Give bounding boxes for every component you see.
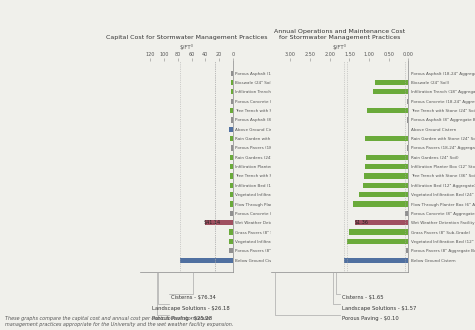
Bar xyxy=(231,117,233,122)
Bar xyxy=(230,183,233,188)
Text: Landscape Solutions - $26.18: Landscape Solutions - $26.18 xyxy=(152,306,230,311)
Title: Capital Cost for Stormwater Management Practices: Capital Cost for Stormwater Management P… xyxy=(105,35,267,40)
Text: Porous Paving - $25.28: Porous Paving - $25.28 xyxy=(152,316,212,321)
Bar xyxy=(230,192,233,197)
Bar xyxy=(230,174,233,179)
Bar xyxy=(359,192,408,197)
Bar xyxy=(353,201,408,207)
Bar xyxy=(348,239,408,244)
Bar xyxy=(205,220,233,225)
Bar xyxy=(230,136,233,141)
Bar xyxy=(229,127,233,132)
Bar xyxy=(407,117,408,122)
Bar xyxy=(373,89,408,94)
Bar xyxy=(406,248,408,253)
Bar xyxy=(230,164,233,169)
Bar xyxy=(230,155,233,160)
Text: Porous Paving - $0.10: Porous Paving - $0.10 xyxy=(342,316,399,321)
Bar xyxy=(363,183,408,188)
Bar xyxy=(375,80,408,85)
Text: These graphs compare the capital cost and annual cost per cubic foot of stormwat: These graphs compare the capital cost an… xyxy=(5,316,233,327)
Bar xyxy=(405,211,408,216)
Bar xyxy=(229,248,233,253)
Bar xyxy=(229,239,233,244)
Bar xyxy=(231,89,233,94)
X-axis label: $/FT³: $/FT³ xyxy=(180,44,193,50)
Text: Landscape Solutions - $1.57: Landscape Solutions - $1.57 xyxy=(342,306,417,311)
Bar xyxy=(231,146,233,150)
Bar xyxy=(407,146,408,150)
Bar xyxy=(180,257,233,263)
Bar xyxy=(367,108,408,113)
Text: $41.14: $41.14 xyxy=(204,220,221,225)
X-axis label: $/FT³: $/FT³ xyxy=(332,44,347,50)
Bar xyxy=(231,99,233,104)
Bar xyxy=(365,136,408,141)
Bar xyxy=(230,108,233,113)
Bar xyxy=(365,164,408,169)
Bar xyxy=(229,229,233,235)
Text: Cisterns - $76.34: Cisterns - $76.34 xyxy=(171,295,216,300)
Bar xyxy=(231,80,233,85)
Bar xyxy=(231,71,233,76)
Bar xyxy=(364,174,408,179)
Title: Annual Operations and Maintenance Cost
for Stormwater Management Practices: Annual Operations and Maintenance Cost f… xyxy=(274,29,405,40)
Bar xyxy=(355,220,408,225)
Bar xyxy=(366,155,408,160)
Bar xyxy=(229,201,233,207)
Bar xyxy=(350,229,408,235)
Text: $1.36: $1.36 xyxy=(354,220,368,225)
Bar xyxy=(343,257,408,263)
Text: Cisterns - $1.65: Cisterns - $1.65 xyxy=(342,295,384,300)
Bar xyxy=(230,211,233,216)
